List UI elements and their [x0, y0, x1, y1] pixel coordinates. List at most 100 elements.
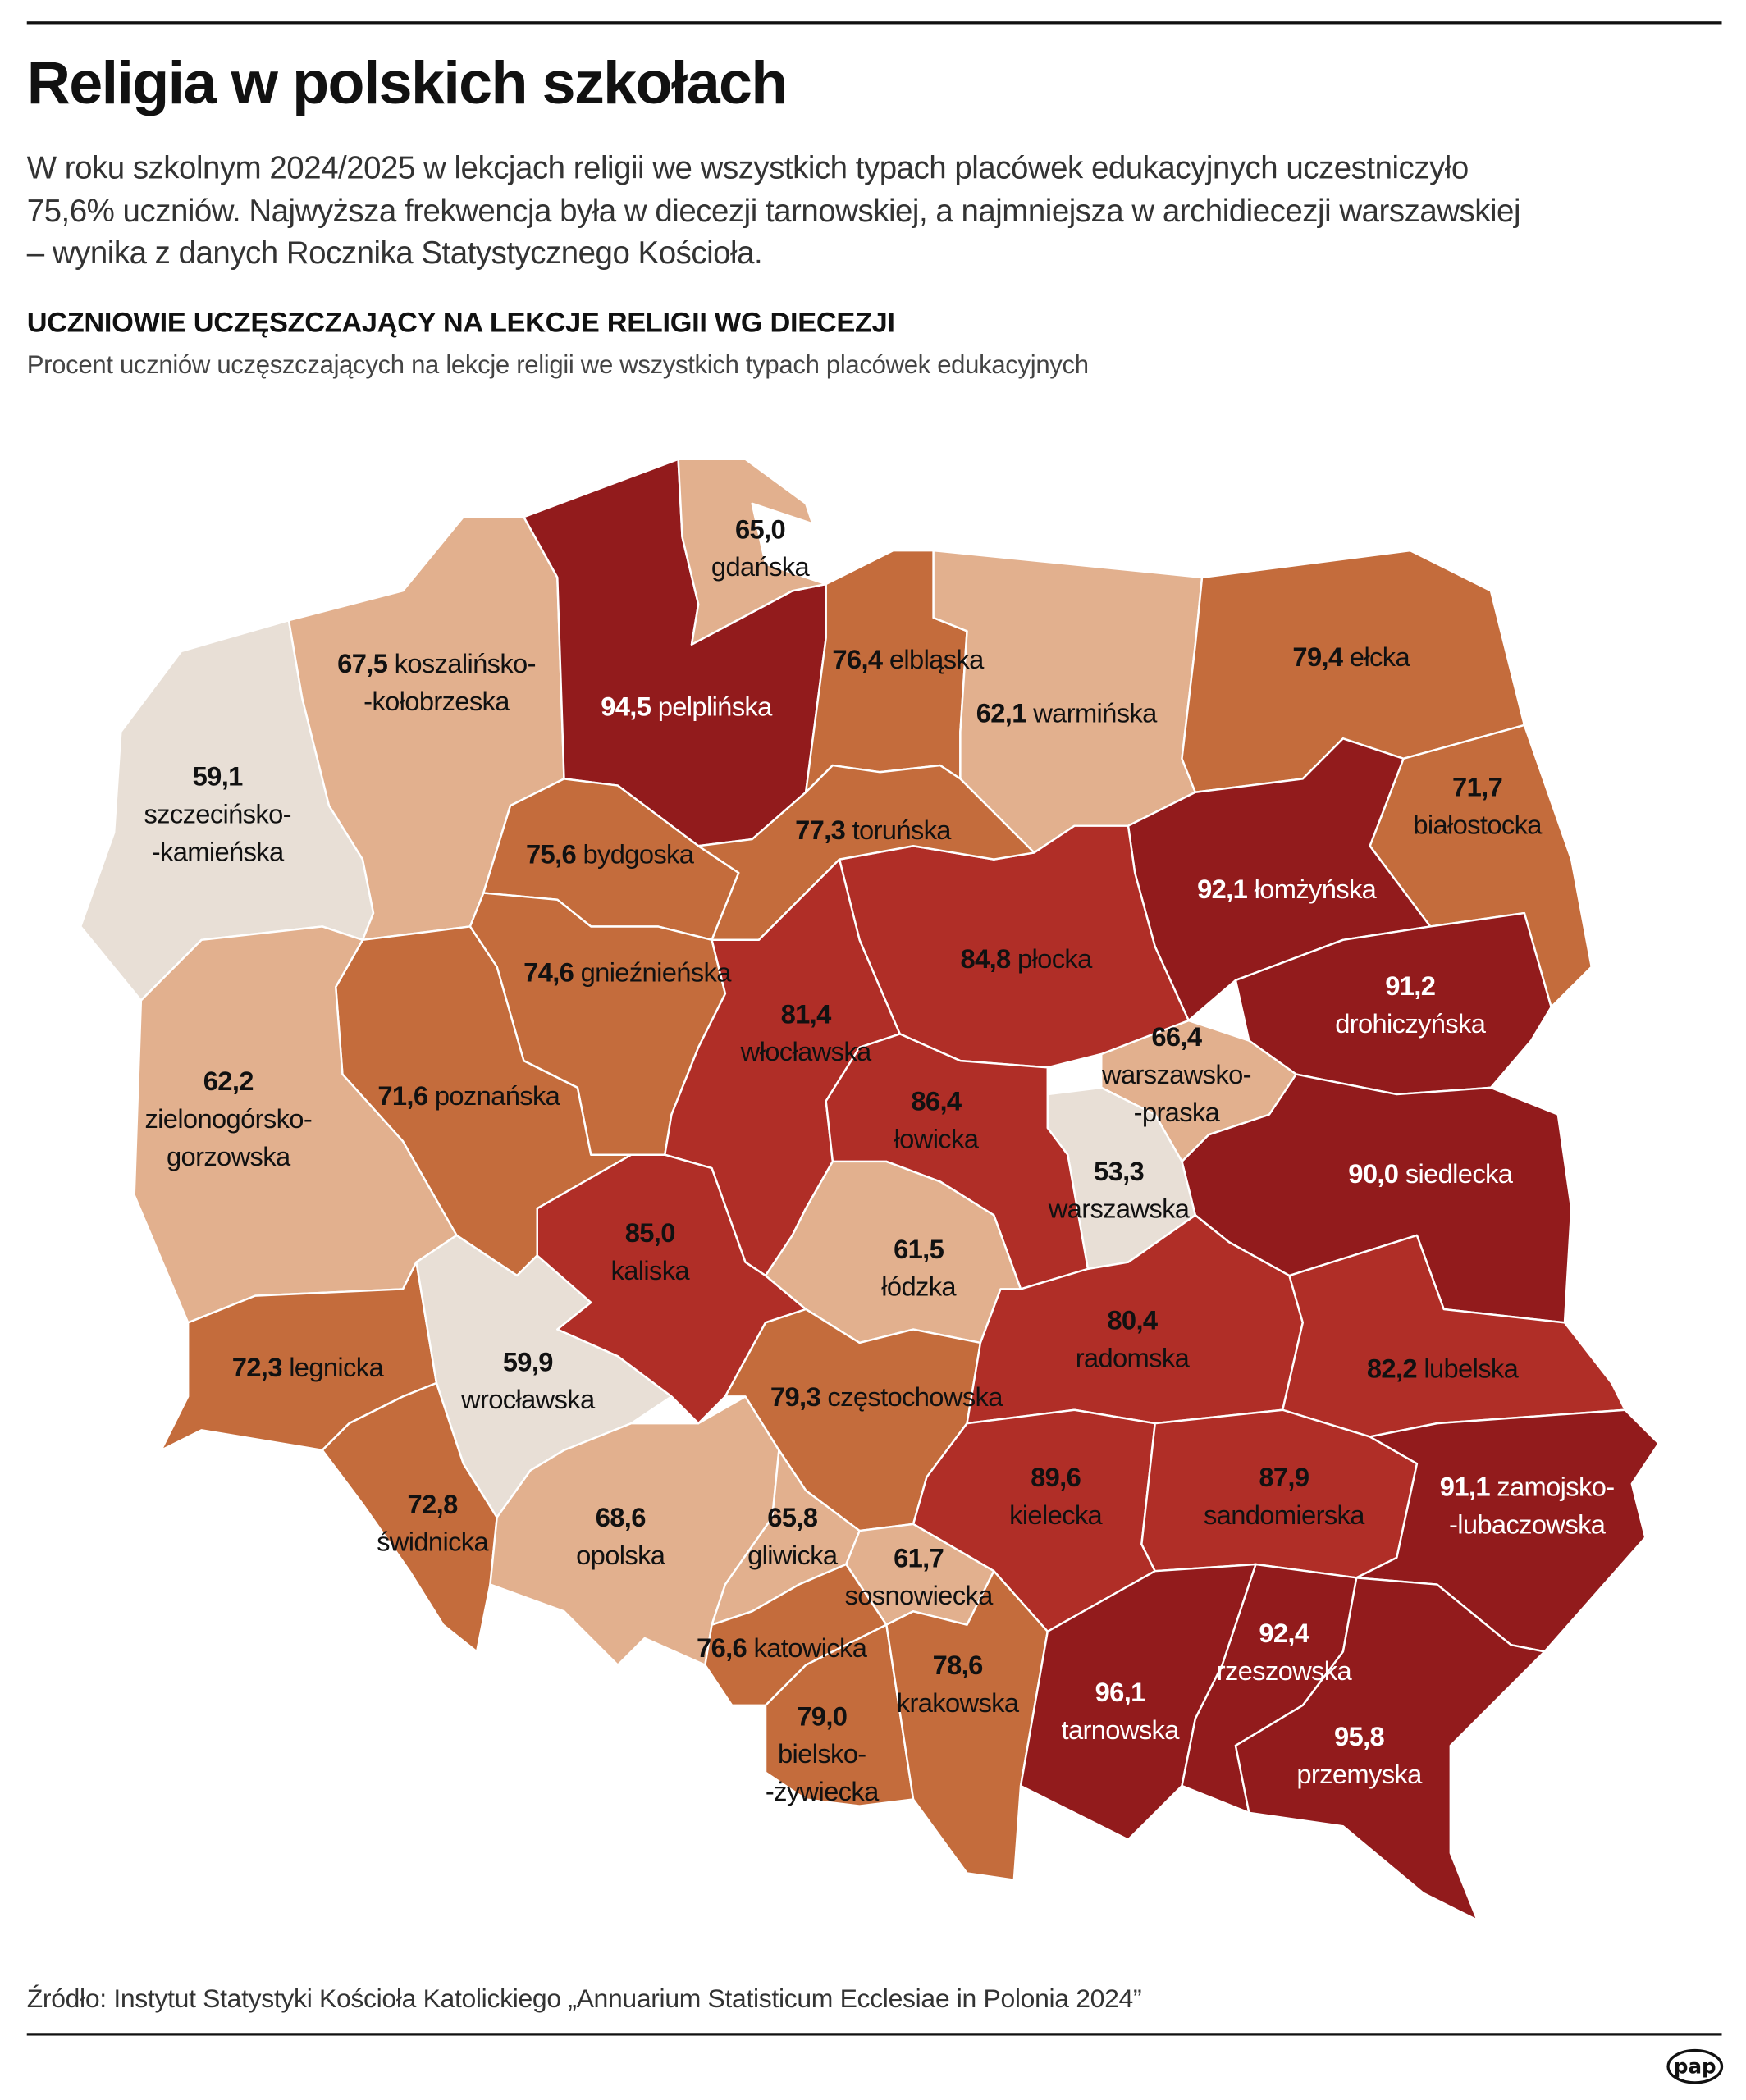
region-name: ełcka [1350, 641, 1411, 672]
region-name: bydgoska [583, 839, 694, 870]
region-value: 91,2 [1385, 970, 1435, 1001]
region-value: 53,3 [1094, 1156, 1145, 1186]
region-name: -kołobrzeska [363, 686, 510, 716]
region-value: 79,4 [1292, 641, 1344, 672]
region-bielsko-zywiecka [764, 1623, 915, 1807]
region-name: gliwicka [747, 1540, 839, 1570]
region-name: siedlecka [1405, 1158, 1514, 1189]
region-value: 65,0 [735, 514, 785, 544]
region-name: radomska [1076, 1342, 1191, 1372]
region-name: poznańska [435, 1080, 561, 1111]
region-name: pelplińska [658, 691, 773, 721]
region-name: drohiczyńska [1335, 1008, 1487, 1039]
region-label: 79,0 bielsko- -żywiecka [766, 1701, 880, 1806]
top-rule [26, 21, 1722, 25]
region-name: wrocławska [460, 1384, 596, 1414]
region-value: 87,9 [1259, 1462, 1309, 1492]
region-name: płocka [1017, 943, 1093, 974]
region-swidnicka [321, 1381, 498, 1653]
region-name: -żywiecka [766, 1776, 880, 1806]
region-label: 59,1 szczecińsko- -kamieńska [144, 761, 290, 867]
bottom-rule [26, 2033, 1722, 2036]
region-label: 66,4 warszawsko- -praska [1101, 1021, 1251, 1127]
region-value: 65,8 [767, 1502, 818, 1532]
region-label: 96,1 tarnowska [1062, 1677, 1181, 1745]
region-name: -praska [1134, 1097, 1221, 1127]
region-value: 71,6 [377, 1080, 428, 1111]
region-label: 92,4 rzeszowska [1217, 1618, 1353, 1686]
region-name: przemyska [1296, 1759, 1423, 1789]
region-label: 82,2 lubelska [1367, 1353, 1520, 1383]
region-label: 71,7 białostocka [1413, 772, 1543, 840]
region-name: gnieźnieńska [581, 957, 733, 988]
region-label: 87,9 sandomierska [1204, 1462, 1365, 1530]
region-value: 72,8 [408, 1489, 459, 1519]
region-label: 71,6 poznańska [377, 1080, 560, 1111]
region-name: kielecka [1009, 1500, 1103, 1530]
region-label: 76,4 elbląska [832, 644, 985, 674]
region-name: włocławska [740, 1036, 872, 1066]
region-label: 61,5 łódzka [881, 1234, 957, 1302]
region-value: 78,6 [933, 1650, 984, 1680]
region-label: 91,2 drohiczyńska [1335, 970, 1487, 1039]
region-name: toruńska [852, 815, 953, 845]
region-value: 95,8 [1334, 1721, 1385, 1751]
region-name: katowicka [754, 1632, 868, 1663]
region-name: łódzka [881, 1271, 957, 1302]
region-value: 79,0 [797, 1701, 847, 1731]
map-subheading: Procent uczniów uczęszczających na lekcj… [26, 351, 1089, 381]
region-value: 94,5 [601, 691, 651, 721]
region-label: 72,3 legnicka [232, 1352, 385, 1382]
region-label: 85,0 kaliska [611, 1217, 691, 1285]
region-name: łowicka [894, 1124, 980, 1154]
region-value: 82,2 [1367, 1353, 1417, 1383]
region-name: koszalińsko- [395, 648, 536, 678]
region-value: 74,6 [523, 957, 574, 988]
region-value: 80,4 [1107, 1305, 1159, 1335]
region-value: 59,9 [503, 1346, 553, 1376]
region-value: 68,6 [596, 1502, 647, 1532]
region-value: 91,1 [1440, 1472, 1491, 1502]
region-value: 66,4 [1151, 1021, 1203, 1052]
region-value: 61,7 [894, 1542, 944, 1573]
region-value: 77,3 [795, 815, 846, 845]
region-name: warmińska [1032, 698, 1158, 728]
region-value: 79,3 [770, 1381, 821, 1412]
region-value: 92,1 [1197, 874, 1248, 904]
lead-text: W roku szkolnym 2024/2025 w lekcjach rel… [26, 148, 1521, 275]
region-label: 75,6 bydgoska [526, 839, 695, 870]
region-label: 78,6 krakowska [897, 1650, 1020, 1718]
region-label: 94,5 pelplińska [601, 691, 773, 721]
svg-text:pap: pap [1674, 2054, 1716, 2078]
region-value: 76,6 [697, 1632, 747, 1663]
region-value: 89,6 [1031, 1462, 1081, 1492]
region-name: tarnowska [1062, 1714, 1181, 1745]
region-label: 84,8 płocka [961, 943, 1094, 974]
region-label: 76,6 katowicka [697, 1632, 868, 1663]
region-value: 72,3 [232, 1352, 283, 1382]
region-label: 65,8 gliwicka [747, 1502, 839, 1570]
region-label: 62,2 zielonogórsko-gorzowska [144, 1066, 312, 1171]
region-label: 67,5 koszalińsko- -kołobrzeska [337, 648, 536, 716]
lead-line: – wynika z danych Rocznika Statystyczneg… [26, 235, 763, 271]
region-name: sosnowiecka [845, 1580, 994, 1610]
page-title: Religia w polskich szkołach [26, 48, 788, 117]
region-label: 68,6 opolska [576, 1502, 666, 1570]
region-label: 80,4 radomska [1076, 1305, 1191, 1373]
region-name: białostocka [1413, 810, 1543, 840]
region-label: 81,4 włocławska [740, 998, 872, 1066]
region-label: 59,9 wrocławska [460, 1346, 596, 1414]
region-label: 61,7 sosnowiecka [845, 1542, 994, 1610]
region-name: legnicka [289, 1352, 384, 1382]
region-label: 79,3 częstochowska [770, 1381, 1003, 1412]
region-label: 62,1 warmińska [976, 698, 1158, 728]
region-value: 62,2 [203, 1066, 254, 1096]
region-label: 90,0 siedlecka [1348, 1158, 1513, 1189]
region-name: łomżyńska [1255, 874, 1378, 904]
region-label: 79,4 ełcka [1292, 641, 1410, 672]
region-label: 74,6 gnieźnieńska [523, 957, 732, 988]
region-label: 92,1 łomżyńska [1197, 874, 1378, 904]
region-value: 61,5 [894, 1234, 944, 1264]
